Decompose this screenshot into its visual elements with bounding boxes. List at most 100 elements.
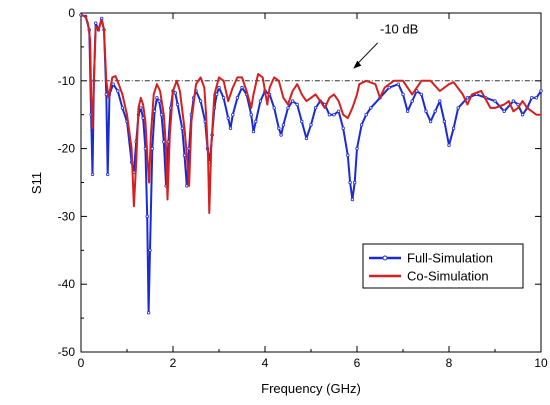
data-point <box>353 180 357 185</box>
data-point <box>424 109 428 113</box>
data-point <box>226 116 230 120</box>
data-point <box>401 92 405 97</box>
data-point <box>520 112 525 117</box>
legend-box <box>362 243 524 289</box>
data-point <box>90 172 95 177</box>
data-point <box>145 214 149 219</box>
data-point <box>348 180 352 185</box>
y-tick-label: -30 <box>58 209 76 223</box>
data-point <box>249 112 253 117</box>
data-point <box>175 102 180 107</box>
legend-label: Full-Simulation <box>407 251 493 266</box>
data-point <box>254 119 258 124</box>
data-point <box>387 85 391 90</box>
data-point <box>410 99 414 103</box>
data-point <box>173 91 177 95</box>
data-point <box>279 133 283 137</box>
data-point <box>228 126 233 130</box>
data-point <box>405 109 410 113</box>
data-point <box>146 311 151 315</box>
legend-marker <box>382 255 388 261</box>
data-point <box>111 82 115 86</box>
data-point <box>180 126 184 130</box>
y-tick-label: -40 <box>58 277 76 291</box>
reference-label: -10 dB <box>380 21 418 36</box>
data-point <box>451 126 456 130</box>
x-tick-label: 4 <box>262 356 269 370</box>
data-point <box>396 82 401 86</box>
data-point <box>502 109 506 113</box>
data-point <box>120 106 125 110</box>
y-tick-label: -20 <box>58 142 76 156</box>
x-axis-label: Frequency (GHz) <box>261 381 361 396</box>
data-point <box>277 126 281 130</box>
axis-ticks: 0 2 4 6 8 10 0 -10 -20 -30 -40 -50 <box>58 6 548 370</box>
data-point <box>419 92 424 97</box>
y-tick-label: 0 <box>68 6 75 20</box>
data-point <box>327 112 332 117</box>
data-point <box>456 106 460 110</box>
data-point <box>359 123 364 127</box>
data-point <box>182 153 187 158</box>
data-point <box>116 89 120 93</box>
data-point <box>465 96 470 100</box>
data-point <box>221 96 226 100</box>
y-tick-label: -10 <box>58 74 76 88</box>
data-point <box>286 106 290 110</box>
data-point <box>148 248 152 252</box>
y-tick-label: -50 <box>58 345 76 359</box>
data-point <box>152 109 157 113</box>
data-point <box>105 172 110 177</box>
x-tick-label: 10 <box>534 356 548 370</box>
series-group <box>79 13 543 315</box>
data-point <box>295 102 299 107</box>
data-point <box>235 96 240 100</box>
data-point <box>272 106 276 110</box>
data-point <box>240 85 244 90</box>
data-point <box>332 112 336 117</box>
data-point <box>493 99 497 103</box>
data-point <box>309 123 313 127</box>
x-tick-label: 2 <box>170 356 177 370</box>
x-tick-label: 0 <box>78 356 85 370</box>
data-point <box>281 123 286 127</box>
data-point <box>539 89 543 93</box>
data-point <box>350 197 355 202</box>
data-point <box>290 99 295 103</box>
data-point <box>155 96 159 100</box>
data-point <box>217 85 221 90</box>
data-point <box>304 136 309 141</box>
data-point <box>438 99 442 103</box>
reference-arrow-head <box>353 60 362 69</box>
x-tick-label: 8 <box>446 356 453 370</box>
y-axis-label: S11 <box>29 172 44 194</box>
data-point <box>313 106 318 110</box>
data-point <box>442 119 447 124</box>
legend: Full-Simulation Co-Simulation <box>362 243 524 289</box>
data-point <box>198 99 203 103</box>
data-point <box>433 109 437 113</box>
data-point <box>336 109 341 113</box>
x-tick-label: 6 <box>354 356 361 370</box>
data-point <box>157 99 161 103</box>
data-point <box>428 119 433 124</box>
data-point <box>530 96 534 100</box>
data-point <box>231 112 235 117</box>
data-point <box>214 92 219 97</box>
data-point <box>447 143 451 147</box>
data-point <box>534 96 539 100</box>
data-point <box>159 112 164 117</box>
data-point <box>364 112 368 117</box>
reference-group: -10 dB <box>94 21 541 82</box>
legend-label: Co-Simulation <box>407 269 489 284</box>
data-point <box>258 99 263 103</box>
data-point <box>139 106 143 110</box>
data-point <box>369 106 373 110</box>
data-point <box>355 146 359 151</box>
data-point <box>511 99 516 103</box>
data-point <box>346 153 350 158</box>
data-point <box>341 126 345 130</box>
data-point <box>300 119 304 124</box>
